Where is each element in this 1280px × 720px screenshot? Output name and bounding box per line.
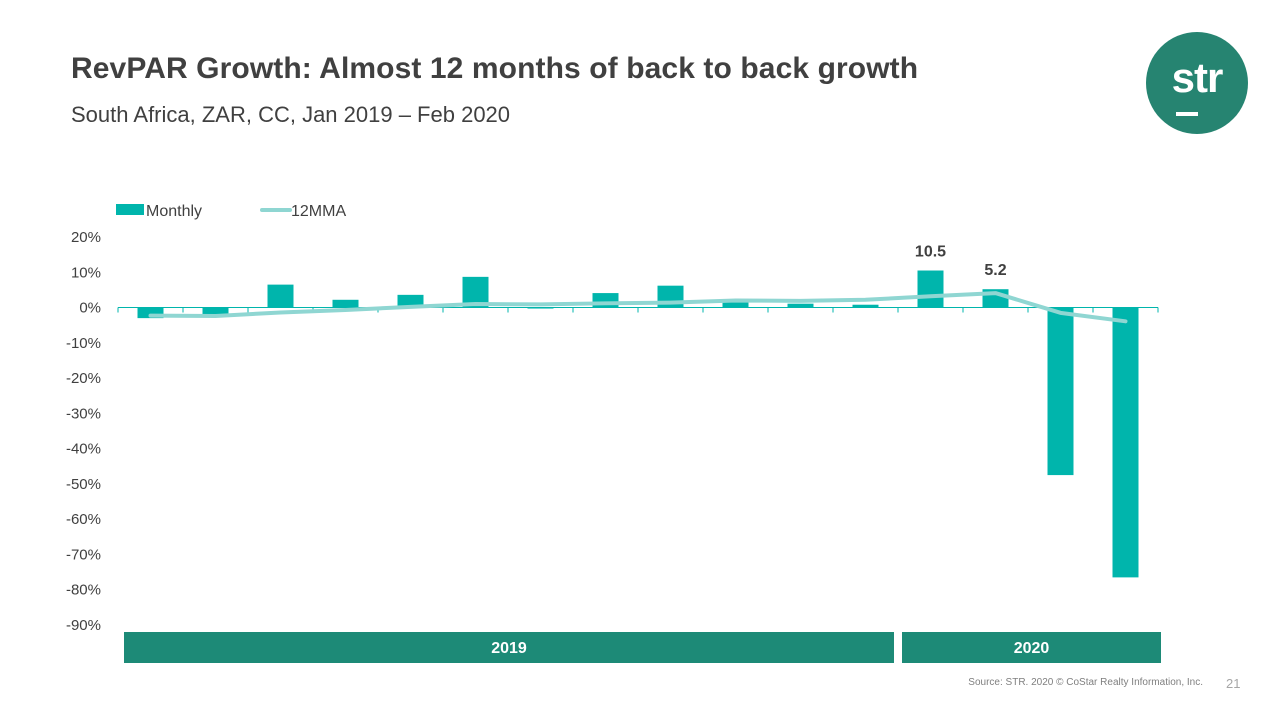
y-tick-label: 10%	[71, 264, 101, 281]
bar-monthly	[1047, 307, 1074, 476]
bar-monthly	[332, 299, 359, 308]
y-tick-label: -20%	[66, 370, 101, 387]
y-tick-label: -60%	[66, 511, 101, 528]
monthly-bars	[137, 270, 1139, 578]
legend-label-monthly: Monthly	[146, 203, 202, 220]
year-bands: 2019 2020	[124, 632, 1161, 663]
str-logo-underline	[1176, 112, 1198, 116]
y-tick-label: -70%	[66, 546, 101, 563]
series-line-12mma	[148, 291, 1128, 324]
page-number: 21	[1226, 676, 1241, 691]
y-axis: 20% 10% 0% -10% -20% -30% -40% -50% -60% -70% -80%…	[66, 229, 101, 634]
bar-monthly	[722, 301, 749, 308]
data-label-monthly: 10.5	[915, 244, 946, 261]
bar-monthly	[267, 284, 294, 308]
y-tick-label: -50%	[66, 476, 101, 493]
chart-legend: Monthly 12MMA	[116, 203, 346, 220]
bar-monthly	[917, 270, 944, 308]
legend-swatch-monthly	[116, 204, 144, 215]
data-labels: 10.5 5.2	[915, 244, 1007, 280]
legend-label-12mma: 12MMA	[291, 203, 346, 220]
y-tick-label: -90%	[66, 617, 101, 634]
bar-monthly	[787, 303, 814, 308]
str-logo: str	[1146, 32, 1248, 134]
slide-title: RevPAR Growth: Almost 12 months of back …	[71, 52, 919, 85]
slide-subtitle: South Africa, ZAR, CC, Jan 2019 – Feb 20…	[71, 102, 511, 127]
bar-monthly	[137, 307, 164, 319]
year-band-label: 2020	[1014, 640, 1050, 657]
bar-monthly	[1112, 307, 1139, 578]
y-tick-label: 0%	[79, 300, 101, 317]
y-tick-label: -30%	[66, 405, 101, 422]
data-label-monthly: 5.2	[984, 262, 1006, 279]
year-band-2020	[902, 632, 1161, 663]
source-note: Source: STR. 2020 © CoStar Realty Inform…	[968, 677, 1203, 688]
y-tick-label: 20%	[71, 229, 101, 246]
bar-monthly	[202, 307, 229, 315]
year-band-label: 2019	[491, 640, 527, 657]
str-logo-text: str	[1171, 54, 1224, 101]
bar-monthly	[397, 294, 424, 308]
y-tick-label: -10%	[66, 335, 101, 352]
bar-monthly	[852, 304, 879, 308]
year-band-2019	[124, 632, 894, 663]
y-tick-label: -40%	[66, 441, 101, 458]
y-tick-label: -80%	[66, 582, 101, 599]
